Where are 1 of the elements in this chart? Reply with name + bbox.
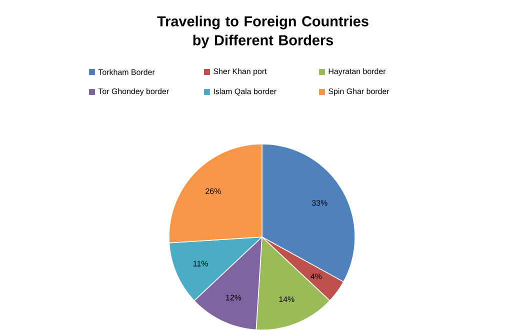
chart-title: Traveling to Foreign Countries by Different Borders — [157, 16, 368, 48]
